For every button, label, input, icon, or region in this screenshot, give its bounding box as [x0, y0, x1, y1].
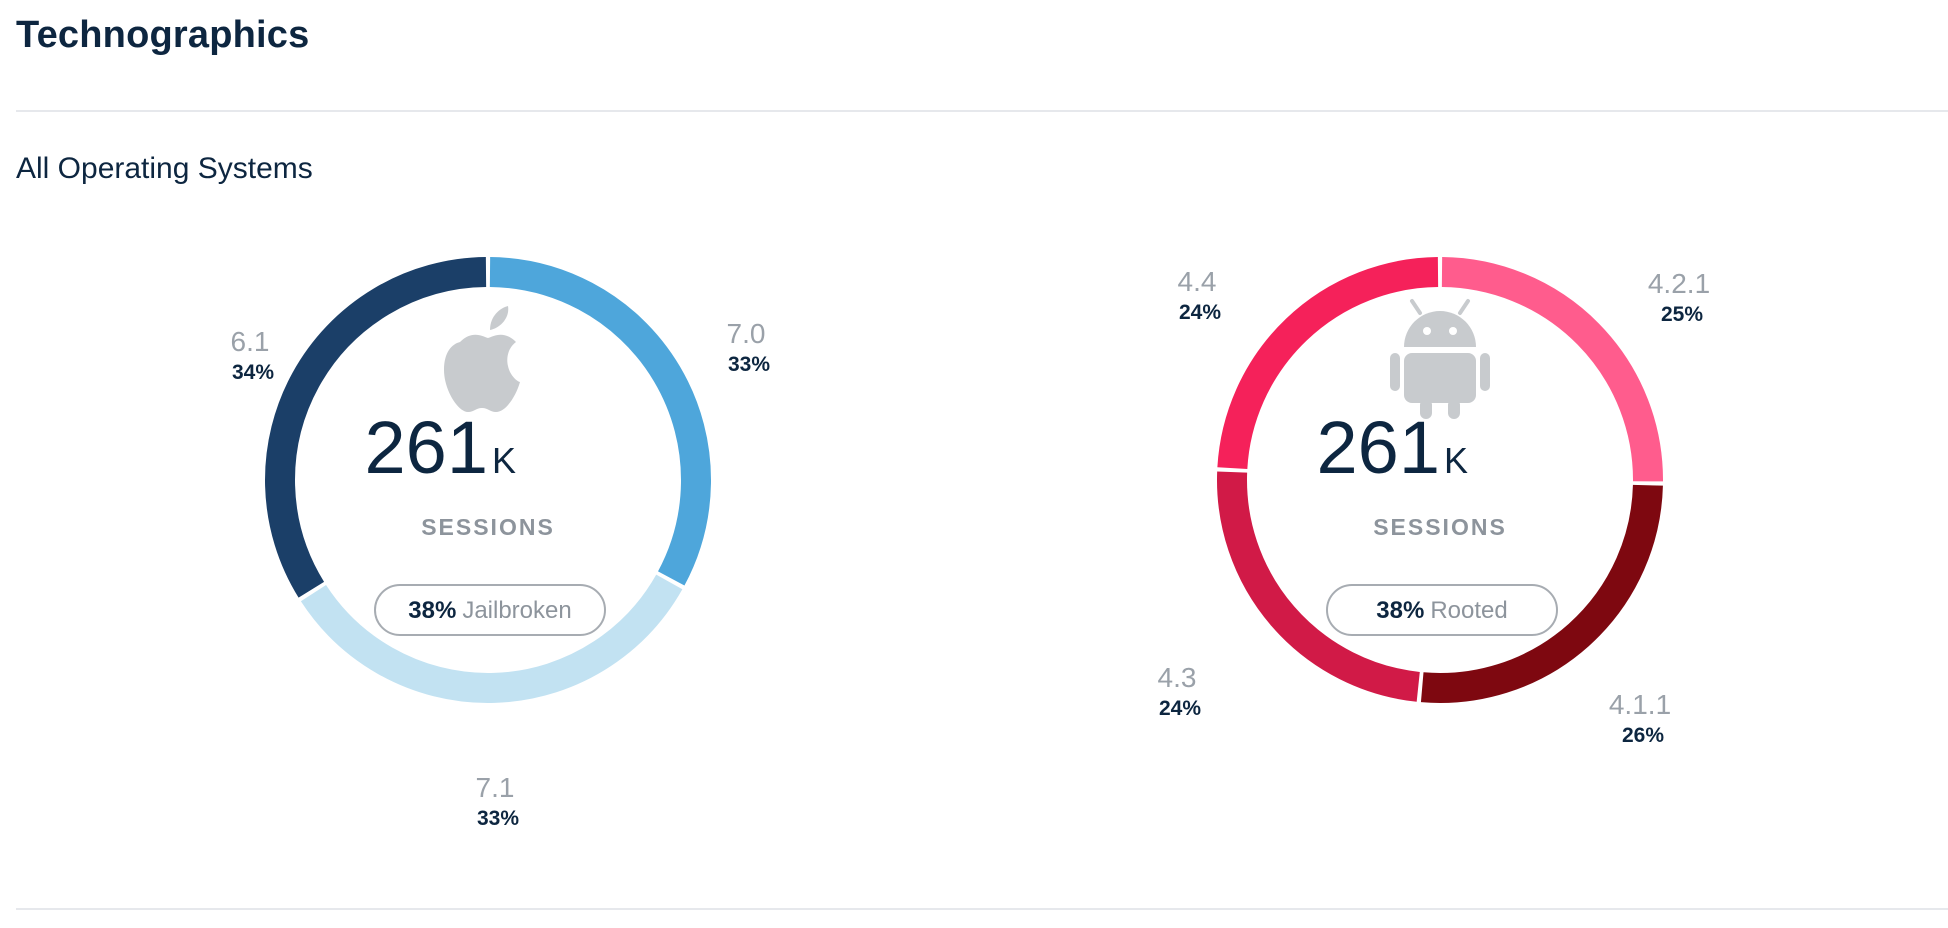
- android-slice-label: 4.3: [1158, 662, 1197, 693]
- android-total-value: 261: [1317, 406, 1440, 489]
- android-slice-4-1-1[interactable]: [1420, 484, 1663, 703]
- ios-slice-pct: 34%: [232, 361, 274, 384]
- ios-badge-text: Jailbroken: [462, 597, 571, 624]
- header-divider: [16, 110, 1948, 112]
- footer-divider: [16, 908, 1948, 910]
- android-slice-label: 4.1.1: [1609, 689, 1671, 720]
- ios-slice-6-1[interactable]: [265, 257, 487, 598]
- apple-icon: [444, 306, 520, 412]
- android-slice-4-4[interactable]: [1217, 257, 1439, 470]
- section-title: All Operating Systems: [16, 152, 313, 185]
- ios-slice-label: 6.1: [231, 326, 270, 357]
- ios-slice-label: 7.1: [476, 772, 515, 803]
- ios-slice-label: 7.0: [727, 318, 766, 349]
- android-slice-pct: 25%: [1661, 303, 1703, 326]
- ios-donut-chart: 7.0 33% 7.1 33% 6.1 34% 261 K SESSIONS 38% Jai…: [231, 257, 771, 830]
- android-slice-label: 4.4: [1178, 266, 1217, 297]
- android-slice-pct: 26%: [1622, 724, 1664, 747]
- android-slice-4-2-1[interactable]: [1441, 257, 1664, 482]
- ios-slice-7-1[interactable]: [300, 574, 683, 703]
- ios-slice-pct: 33%: [728, 353, 770, 376]
- android-slice-labels: 4.2.1 25% 4.1.1 26% 4.3 24% 4.4 24%: [1158, 266, 1711, 747]
- ios-slices: [265, 257, 711, 703]
- android-slice-label: 4.2.1: [1648, 268, 1710, 299]
- android-slice-4-3[interactable]: [1217, 471, 1420, 702]
- android-badge-text: Rooted: [1430, 597, 1507, 624]
- svg-text:38%Jailbroken: 38% Jailbroken: [408, 597, 571, 624]
- page-title: Technographics: [16, 14, 310, 56]
- ios-slice-labels: 7.0 33% 7.1 33% 6.1 34%: [231, 318, 771, 830]
- android-slice-pct: 24%: [1179, 301, 1221, 324]
- svg-text:38%Rooted: 38% Rooted: [1376, 597, 1507, 624]
- ios-total-unit: K: [492, 440, 516, 481]
- ios-total-value: 261: [365, 406, 488, 489]
- android-icon: [1390, 299, 1490, 419]
- android-total-unit: K: [1444, 440, 1468, 481]
- ios-slice-7-0[interactable]: [489, 257, 711, 586]
- android-slice-pct: 24%: [1159, 697, 1201, 720]
- ios-slice-pct: 33%: [477, 807, 519, 830]
- android-badge-pct: 38%: [1376, 597, 1424, 624]
- android-donut-chart: 4.2.1 25% 4.1.1 26% 4.3 24% 4.4 24% 261 K SESSI…: [1158, 257, 1711, 747]
- ios-jailbroken-badge: 38% Jailbroken: [374, 584, 606, 636]
- android-rooted-badge: 38% Rooted: [1326, 584, 1558, 636]
- android-slices: [1217, 257, 1664, 703]
- ios-badge-pct: 38%: [408, 597, 456, 624]
- android-sessions-label: SESSIONS: [1373, 514, 1507, 540]
- ios-sessions-label: SESSIONS: [421, 514, 555, 540]
